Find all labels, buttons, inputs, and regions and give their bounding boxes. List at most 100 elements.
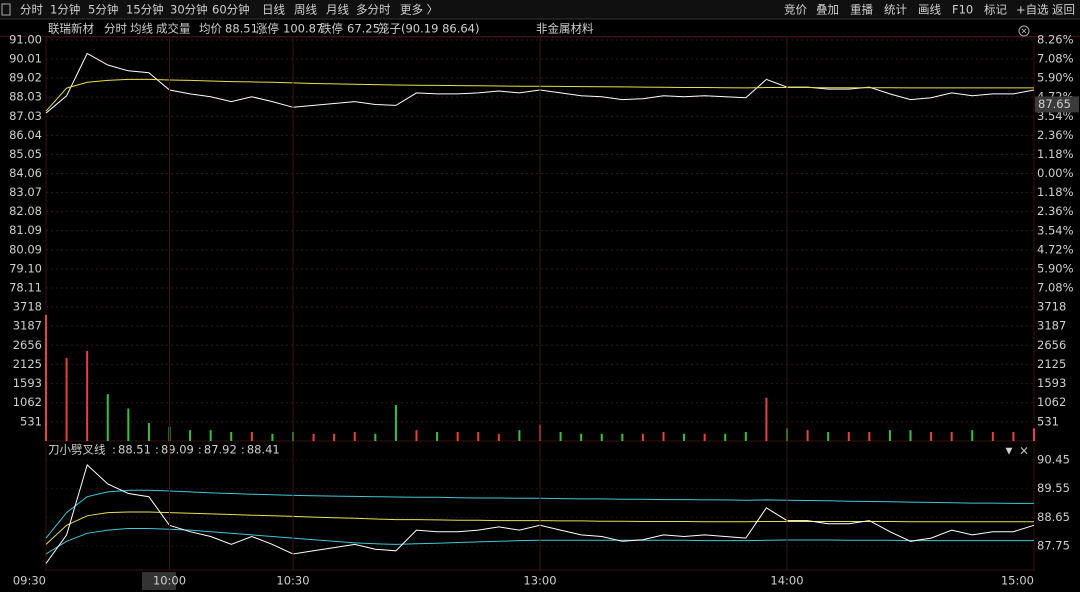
header-item: 涨停 <box>256 22 279 36</box>
volume-bar <box>106 394 109 441</box>
y-tick-label-right: 2125 <box>1037 357 1066 371</box>
header-item: 联瑞新材 <box>48 22 94 36</box>
y-tick-label: 83.07 <box>9 185 42 199</box>
y2-tick-label: 7.08% <box>1037 280 1074 294</box>
volume-bar <box>374 433 377 441</box>
y-tick-label: 88.03 <box>9 90 42 104</box>
last-price-box <box>1035 96 1079 113</box>
volume-bar <box>847 431 850 441</box>
y2-tick-label: 0.00% <box>1037 166 1074 180</box>
volume-bar <box>353 431 356 441</box>
close-icon[interactable] <box>1018 25 1030 37</box>
volume-bar <box>930 431 933 441</box>
toolbar-tool[interactable]: 统计 <box>884 3 907 17</box>
y2-tick-label: 8.26% <box>1037 33 1074 47</box>
volume-bar <box>394 404 397 441</box>
toolbar-bg <box>0 0 1080 19</box>
y-tick-label-right: 90.45 <box>1037 453 1070 467</box>
y-tick-label: 3187 <box>13 319 42 333</box>
toolbar-tool[interactable]: +自选 <box>1016 3 1049 17</box>
x-tick-label: 10:30 <box>276 574 309 588</box>
toolbar-tab[interactable]: 周线 <box>294 3 317 17</box>
header-item: 分时 <box>104 22 127 36</box>
y-tick-label: 90.01 <box>9 52 42 66</box>
header-item: 非金属材料 <box>536 22 594 36</box>
y-tick-label-right: 2656 <box>1037 338 1066 352</box>
volume-bar <box>65 358 68 441</box>
toolbar-tab[interactable]: 日线 <box>262 3 285 17</box>
y-tick-label: 89.02 <box>9 71 42 85</box>
toolbar-tab[interactable]: 5分钟 <box>88 3 118 17</box>
volume-bar <box>1012 431 1015 441</box>
y-tick-label-right: 1593 <box>1037 376 1066 390</box>
indicator-readout: 88.51 <box>118 443 151 457</box>
indicator-sep: : <box>155 443 159 457</box>
toolbar-tool[interactable]: 竞价 <box>784 3 807 17</box>
y2-tick-label: 3.54% <box>1037 223 1074 237</box>
volume-bar <box>477 431 480 441</box>
y2-tick-label: 2.36% <box>1037 204 1074 218</box>
indicator-readout: 89.09 <box>161 443 194 457</box>
panel-icon[interactable] <box>1 3 11 16</box>
toolbar-tool[interactable]: 画线 <box>918 3 941 17</box>
volume-bar <box>950 431 953 441</box>
volume-bar <box>971 430 974 441</box>
volume-bar <box>497 433 500 441</box>
volume-bar <box>744 431 747 441</box>
volume-bar <box>703 433 706 441</box>
toolbar-tool[interactable]: 标记 <box>984 3 1007 17</box>
volume-bar <box>621 433 624 441</box>
volume-bar <box>45 314 47 441</box>
volume-bar <box>436 431 439 441</box>
y-tick-label: 86.04 <box>9 128 42 142</box>
header-item: 均价 <box>199 22 222 36</box>
volume-bar <box>600 433 603 441</box>
y-tick-label: 80.09 <box>9 242 42 256</box>
x-tick-label: 15:00 <box>1001 574 1034 588</box>
toolbar-tool[interactable]: 重播 <box>850 3 873 17</box>
header-item: 100.87 <box>283 22 323 36</box>
dropdown-icon[interactable]: ▼ <box>1006 447 1013 457</box>
y2-tick-label: 4.72% <box>1037 242 1074 256</box>
header-item: 跌停 <box>320 22 343 36</box>
y-tick-label: 2125 <box>13 357 42 371</box>
toolbar-tab[interactable]: 月线 <box>326 3 349 17</box>
close-icon[interactable]: × <box>1019 444 1029 458</box>
toolbar-tab[interactable]: 更多 〉 <box>400 3 438 17</box>
y-tick-label: 91.00 <box>9 33 42 47</box>
volume-bar <box>456 431 459 441</box>
time-highlight <box>142 572 176 590</box>
y-tick-label-right: 87.75 <box>1037 539 1070 553</box>
y2-tick-label: 5.90% <box>1037 261 1074 275</box>
indicator-sep: : <box>241 443 245 457</box>
toolbar-tool[interactable]: F10 <box>952 3 973 17</box>
y-tick-label: 82.08 <box>9 204 42 218</box>
toolbar-tab[interactable]: 1分钟 <box>50 3 80 17</box>
volume-bar <box>827 431 830 441</box>
y-tick-label-right: 531 <box>1037 414 1059 428</box>
y2-tick-label: 1.18% <box>1037 147 1074 161</box>
indicator-readout: 87.92 <box>204 443 237 457</box>
close-x[interactable]: × <box>1021 27 1028 36</box>
volume-bar <box>765 397 768 441</box>
x-tick-label: 10:00 <box>153 574 186 588</box>
toolbar-tool[interactable]: 叠加 <box>816 3 839 17</box>
indicator-title: 刀小劈叉线 <box>48 443 106 457</box>
x-tick-label: 14:00 <box>770 574 803 588</box>
toolbar-tool[interactable]: 返回 <box>1052 3 1075 17</box>
volume-bar <box>909 430 912 441</box>
volume-bar <box>662 431 665 441</box>
volume-bar <box>1033 428 1035 441</box>
toolbar-tab[interactable]: 30分钟 <box>170 3 208 17</box>
toolbar-tab[interactable]: 15分钟 <box>126 3 164 17</box>
volume-bar <box>189 430 192 441</box>
y-tick-label: 87.03 <box>9 109 42 123</box>
volume-bar <box>209 430 212 441</box>
toolbar-tab[interactable]: 分时 <box>20 3 43 17</box>
y-tick-label: 79.10 <box>9 261 42 275</box>
toolbar-tab[interactable]: 多分时 <box>356 3 391 17</box>
toolbar-tab[interactable]: 60分钟 <box>212 3 250 17</box>
indicator-sep: : <box>112 443 116 457</box>
x-tick-label: 13:00 <box>523 574 556 588</box>
